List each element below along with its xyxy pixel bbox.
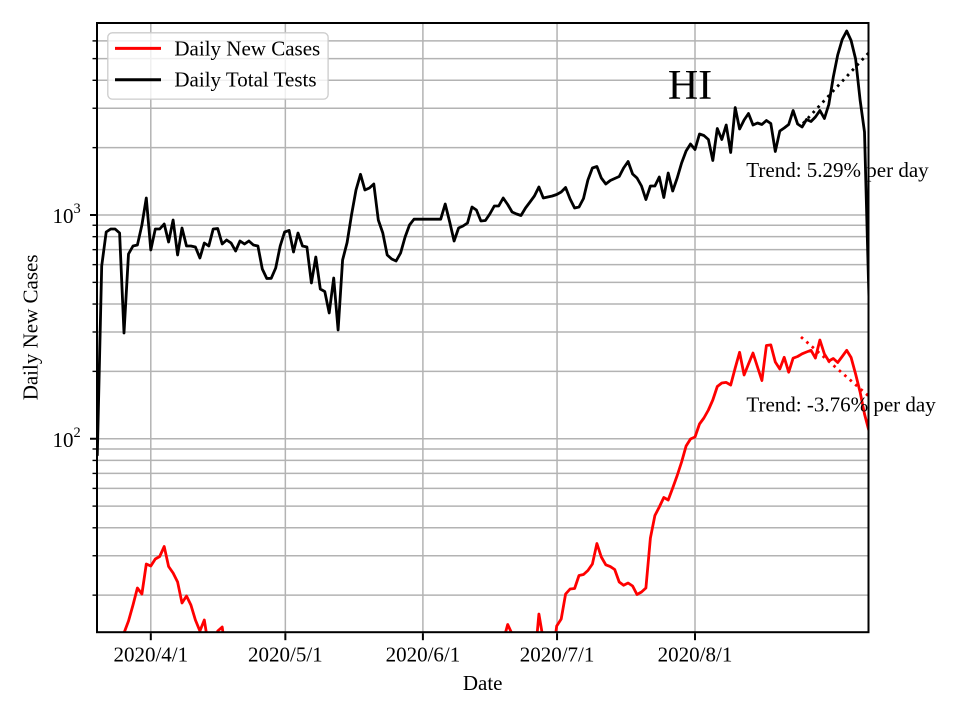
svg-text:2020/7/1: 2020/7/1 [520,643,595,667]
svg-text:2020/6/1: 2020/6/1 [386,643,461,667]
svg-text:Daily New Cases: Daily New Cases [174,36,320,60]
svg-text:2020/4/1: 2020/4/1 [113,643,188,667]
svg-text:HI: HI [668,63,712,109]
svg-text:2020/5/1: 2020/5/1 [248,643,323,667]
svg-text:Daily Total Tests: Daily Total Tests [174,68,316,92]
svg-text:Trend: -3.76% per day: Trend: -3.76% per day [746,392,936,416]
svg-text:Daily New Cases: Daily New Cases [19,254,43,400]
svg-text:Trend: 5.29% per day: Trend: 5.29% per day [746,158,929,182]
svg-text:2020/8/1: 2020/8/1 [658,643,733,667]
svg-text:Date: Date [463,671,503,695]
